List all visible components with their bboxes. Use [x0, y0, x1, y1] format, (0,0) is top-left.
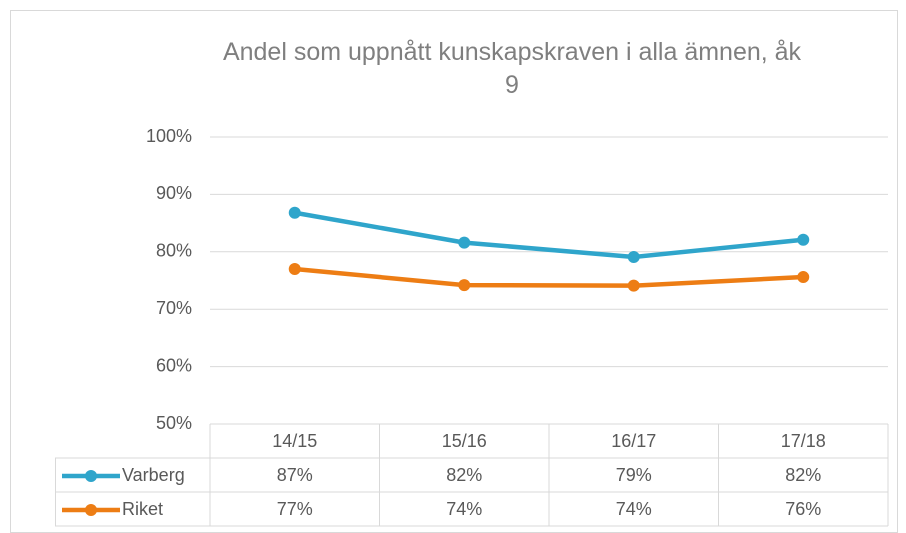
- line: [294, 210, 804, 260]
- table-value: 74%: [446, 499, 482, 519]
- y-tick-label: 50%: [156, 413, 192, 433]
- legend-label: Riket: [122, 499, 163, 519]
- marker: [797, 233, 810, 246]
- y-tick-label: 60%: [156, 355, 192, 375]
- marker: [458, 236, 471, 249]
- marker: [797, 271, 810, 284]
- marker: [627, 250, 640, 263]
- x-tick-label: 17/18: [781, 431, 826, 451]
- table-value: 76%: [785, 499, 821, 519]
- x-tick-label: 15/16: [442, 431, 487, 451]
- y-tick-label: 90%: [156, 183, 192, 203]
- table-value: 87%: [277, 465, 313, 485]
- x-tick-label: 14/15: [272, 431, 317, 451]
- marker: [288, 206, 301, 219]
- line: [294, 266, 804, 288]
- table-value: 82%: [785, 465, 821, 485]
- table-value: 79%: [616, 465, 652, 485]
- marker: [458, 279, 471, 292]
- chart-title: Andel som uppnått kunskapskraven i alla …: [222, 38, 802, 99]
- table-value: 77%: [277, 499, 313, 519]
- x-tick-label: 16/17: [611, 431, 656, 451]
- marker: [627, 279, 640, 292]
- table-value: 82%: [446, 465, 482, 485]
- table-value: 74%: [616, 499, 652, 519]
- y-tick-label: 80%: [156, 241, 192, 261]
- legend-marker: [85, 504, 97, 516]
- legend-label: Varberg: [122, 465, 185, 485]
- marker: [288, 263, 301, 276]
- y-tick-label: 100%: [146, 126, 192, 146]
- y-tick-label: 70%: [156, 298, 192, 318]
- legend-marker: [85, 470, 97, 482]
